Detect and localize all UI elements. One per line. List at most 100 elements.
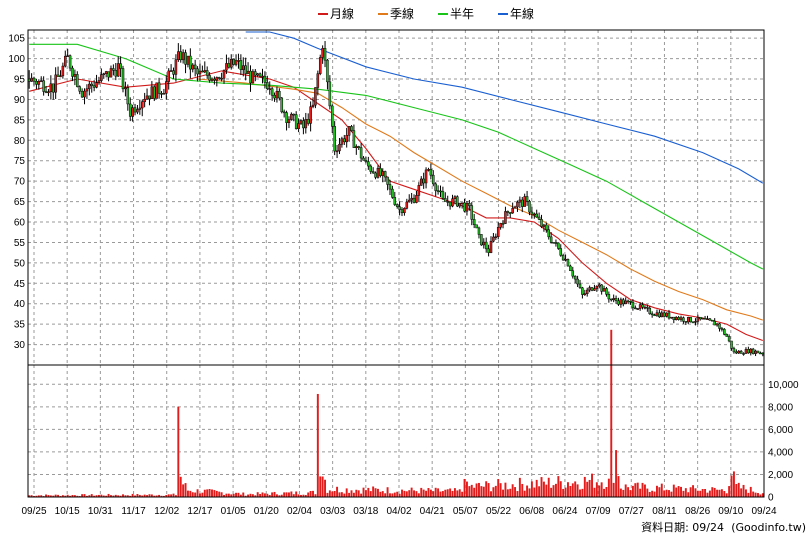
candle-body-10: [51, 83, 55, 93]
candle-body-171: [439, 190, 442, 193]
candle-88: [239, 54, 243, 76]
candle-body-269: [674, 317, 678, 320]
candle-body-244: [614, 298, 618, 302]
candle-body-108: [287, 119, 291, 123]
candle-body-223: [564, 259, 567, 261]
candle-body-135: [352, 130, 356, 148]
candle-body-77: [213, 78, 216, 81]
candle-body-114: [302, 120, 305, 129]
volume-bar-110: [292, 494, 295, 497]
volume-bar-286: [716, 489, 719, 497]
candle-126: [331, 104, 334, 134]
candle-body-287: [718, 323, 721, 329]
volume-bar-57: [165, 494, 168, 497]
candle-body-65: [184, 52, 187, 65]
legend-label-0: 月線: [330, 6, 354, 21]
candle-111: [294, 111, 298, 130]
candle-body-4: [37, 80, 41, 85]
candle-193: [492, 233, 495, 243]
candle-body-206: [523, 196, 526, 207]
candle-body-79: [217, 77, 221, 79]
candle-198: [504, 206, 507, 224]
price-tick-6: 60: [14, 218, 26, 229]
volume-bar-176: [451, 490, 454, 497]
volume-bar-68: [191, 492, 194, 497]
volume-bar-250: [629, 490, 632, 497]
volume-bar-288: [720, 489, 723, 497]
price-tick-7: 65: [14, 197, 26, 208]
candle-121: [318, 54, 322, 76]
candle-body-55: [160, 93, 163, 95]
candle-264: [662, 310, 666, 318]
candle-body-19: [73, 74, 77, 77]
candle-body-152: [393, 197, 397, 205]
volume-bar-282: [706, 492, 709, 497]
volume-bar-298: [744, 489, 747, 497]
volume-bar-59: [170, 494, 173, 497]
candle-61: [174, 54, 178, 82]
candle-body-94: [254, 71, 257, 76]
candle-body-119: [314, 87, 317, 106]
candle-body-91: [246, 70, 250, 74]
volume-bar-5: [40, 495, 43, 497]
volume-bar-138: [360, 493, 363, 497]
candle-body-303: [756, 350, 760, 354]
price-tick-10: 80: [14, 136, 26, 147]
volume-bar-255: [641, 482, 644, 497]
candle-14: [61, 62, 65, 79]
volume-bar-264: [663, 490, 666, 497]
volume-bar-180: [461, 491, 464, 497]
candle-body-150: [388, 184, 392, 190]
candle-114: [302, 117, 305, 135]
candle-35: [112, 64, 115, 76]
volume-bar-63: [179, 476, 182, 497]
candle-257: [646, 304, 649, 312]
candle-188: [480, 234, 483, 246]
volume-bar-236: [595, 482, 598, 497]
candle-30: [100, 68, 103, 83]
candle-240: [605, 286, 608, 297]
volume-bar-302: [754, 492, 757, 497]
price-tick-14: 100: [8, 54, 25, 65]
price-tick-8: 70: [14, 177, 26, 188]
candle-164: [422, 172, 425, 189]
candle-body-175: [448, 201, 452, 207]
volume-bar-64: [182, 484, 185, 497]
candle-261: [655, 309, 659, 317]
candle-73: [203, 61, 207, 74]
candle-body-56: [162, 93, 166, 95]
volume-bar-280: [701, 489, 704, 497]
candle-body-22: [80, 90, 84, 98]
candle-19: [73, 69, 77, 86]
candle-body-3: [35, 80, 38, 85]
volume-bar-289: [723, 491, 726, 497]
volume-bar-101: [271, 492, 274, 497]
candle-50: [148, 95, 151, 106]
candle-38: [119, 56, 122, 78]
volume-bar-90: [244, 495, 247, 497]
volume-bar-123: [324, 479, 327, 497]
candle-body-214: [542, 224, 546, 227]
candle-body-243: [612, 298, 615, 300]
candle-body-103: [275, 90, 279, 99]
volume-bar-73: [203, 489, 206, 497]
candle-49: [145, 88, 149, 101]
volume-bar-55: [160, 495, 163, 497]
volume-bar-128: [336, 486, 339, 497]
candle-224: [566, 258, 570, 267]
candle-body-44: [133, 107, 137, 113]
candle-217: [549, 232, 553, 244]
candle-body-202: [513, 206, 517, 209]
volume-bar-270: [677, 486, 680, 497]
volume-bar-127: [333, 490, 336, 497]
candle-body-83: [227, 63, 231, 68]
candle-235: [593, 284, 596, 291]
candle-body-205: [521, 199, 524, 207]
candle-body-279: [699, 316, 702, 320]
candle-body-198: [504, 211, 507, 224]
candle-77: [213, 76, 216, 85]
candle-body-95: [256, 73, 259, 76]
volume-bar-233: [588, 479, 591, 497]
candle-body-284: [711, 319, 714, 322]
candle-239: [602, 285, 606, 292]
